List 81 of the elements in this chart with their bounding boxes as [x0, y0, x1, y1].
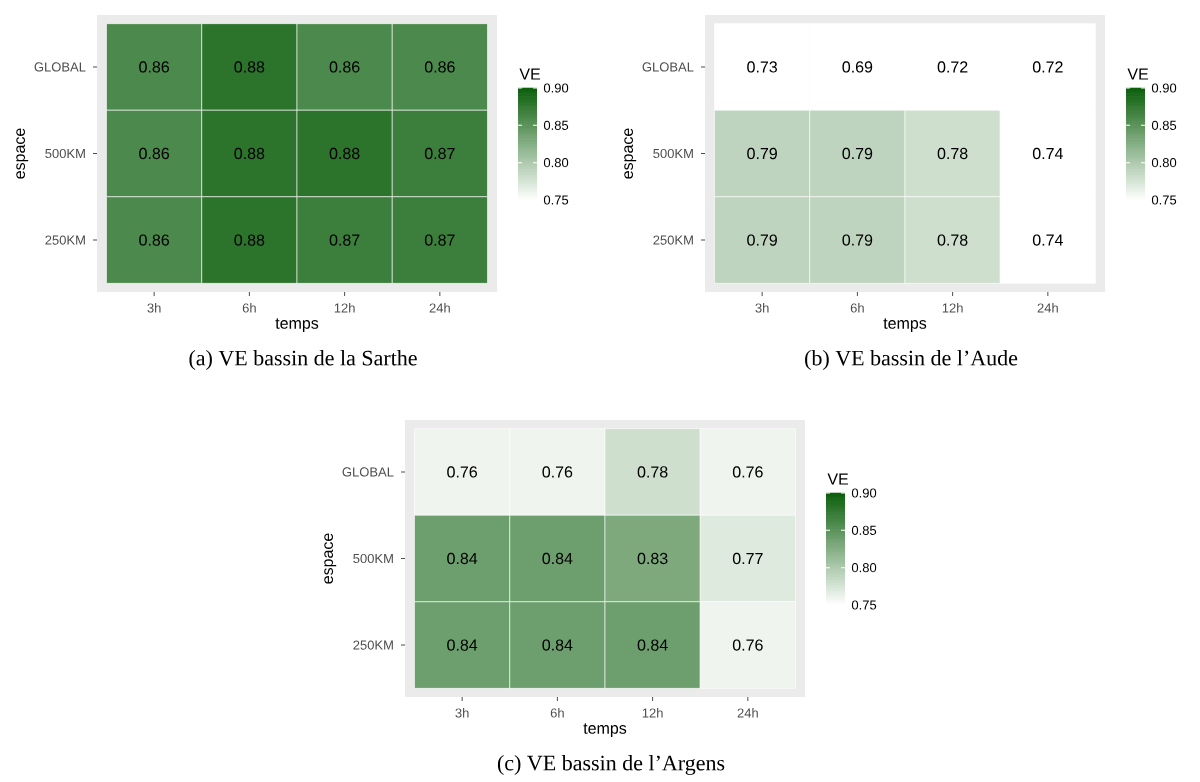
data-label: 0.79: [747, 234, 777, 246]
y-tick-label: GLOBAL: [34, 62, 86, 72]
data-label: 0.72: [1032, 61, 1063, 73]
data-label: 0.88: [234, 234, 265, 246]
data-label: 0.86: [139, 234, 169, 246]
color-bar-title: VE: [519, 68, 541, 80]
data-label: 0.76: [732, 466, 763, 478]
data-label: 0.74: [1032, 234, 1063, 246]
data-label: 0.76: [447, 466, 477, 478]
data-label: 0.86: [329, 61, 360, 73]
data-label: 0.87: [424, 148, 455, 160]
color-bar-label: 0.75: [851, 600, 877, 610]
color-bar-label: 0.90: [543, 83, 569, 93]
data-label: 0.78: [637, 466, 668, 478]
data-label: 0.76: [542, 466, 573, 478]
data-label: 0.84: [542, 639, 573, 651]
data-label: 0.84: [637, 639, 668, 651]
text: (a) VE bassin de la Sarthe: [189, 350, 417, 371]
x-tick-label: 6h: [242, 303, 256, 313]
color-bar-label: 0.80: [543, 158, 569, 168]
data-label: 0.84: [447, 639, 478, 651]
color-bar-label: 0.80: [1151, 158, 1177, 168]
data-label: 0.86: [424, 61, 455, 73]
y-tick-label: 250KM: [45, 235, 85, 245]
x-tick-label: 12h: [334, 303, 355, 313]
data-label: 0.73: [747, 61, 777, 73]
y-tick-label: GLOBAL: [342, 467, 394, 477]
color-bar-label: 0.85: [1151, 120, 1177, 131]
data-label: 0.74: [1032, 148, 1063, 160]
data-label: 0.87: [424, 234, 455, 246]
y-tick-label: 250KM: [653, 235, 693, 245]
data-label: 0.79: [842, 234, 873, 246]
y-axis-title: espace: [624, 128, 637, 179]
y-tick-label: GLOBAL: [642, 62, 694, 72]
color-bar-title: VE: [827, 473, 849, 485]
data-label: 0.86: [139, 148, 169, 160]
x-tick-label: 3h: [455, 708, 469, 718]
text: (b) VE bassin de l’Aude: [805, 350, 1018, 371]
x-tick-label: 6h: [850, 303, 864, 313]
color-bar-label: 0.75: [1151, 195, 1177, 205]
data-label: 0.72: [937, 61, 968, 73]
data-label: 0.83: [637, 553, 668, 565]
color-bar-title: VE: [1127, 68, 1149, 80]
x-tick-label: 6h: [550, 708, 564, 718]
x-tick-label: 24h: [737, 708, 758, 718]
data-label: 0.79: [842, 148, 873, 160]
data-label: 0.84: [447, 553, 478, 565]
data-label: 0.86: [139, 61, 169, 73]
y-tick-label: 500KM: [653, 149, 693, 159]
y-tick-label: 250KM: [353, 640, 393, 650]
data-label: 0.88: [329, 148, 360, 160]
data-label: 0.87: [329, 234, 360, 246]
data-label: 0.79: [747, 148, 777, 160]
x-axis-title: temps: [275, 318, 319, 333]
data-label: 0.78: [937, 234, 968, 246]
x-tick-label: 12h: [942, 303, 963, 313]
x-tick-label: 3h: [147, 303, 161, 313]
x-tick-label: 24h: [429, 303, 450, 313]
x-tick-label: 12h: [642, 708, 663, 718]
x-axis-title: temps: [883, 318, 927, 333]
data-label: 0.88: [234, 61, 265, 73]
color-bar-label: 0.80: [851, 563, 877, 573]
x-tick-label: 24h: [1037, 303, 1058, 313]
data-label: 0.78: [937, 148, 968, 160]
color-bar-label: 0.85: [851, 525, 877, 536]
data-label: 0.69: [842, 61, 873, 73]
y-tick-label: 500KM: [45, 149, 85, 159]
color-bar-label: 0.90: [1151, 83, 1177, 93]
data-label: 0.76: [732, 639, 763, 651]
data-label: 0.88: [234, 148, 265, 160]
color-bar-label: 0.85: [543, 120, 569, 131]
y-axis-title: espace: [324, 533, 337, 584]
y-tick-label: 500KM: [353, 554, 393, 564]
y-axis-title: espace: [16, 128, 29, 179]
text: (c) VE bassin de l’Argens: [497, 755, 725, 776]
color-bar-label: 0.90: [851, 488, 877, 498]
data-label: 0.84: [542, 553, 573, 565]
data-label: 0.77: [732, 553, 763, 565]
x-axis-title: temps: [583, 723, 627, 738]
x-tick-label: 3h: [755, 303, 769, 313]
color-bar-label: 0.75: [543, 195, 569, 205]
